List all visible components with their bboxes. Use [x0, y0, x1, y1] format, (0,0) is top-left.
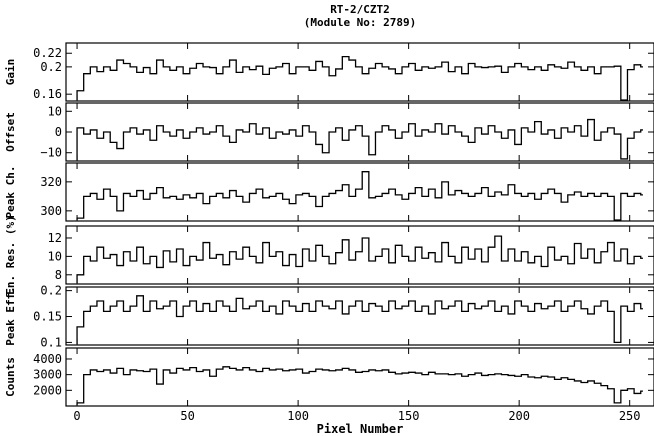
panel-4-frame — [65, 225, 654, 285]
panel-1-ytick-label: 0.22 — [33, 46, 62, 60]
panel-3-series-line — [76, 171, 643, 221]
panel-6-ylabel: Counts — [4, 357, 17, 397]
panel-1-series-line — [76, 55, 643, 101]
panel-6-frame — [65, 347, 654, 407]
panel-2-frame — [65, 102, 654, 162]
panel-3-ytick-label: 320 — [40, 175, 62, 189]
xtick-label: 100 — [287, 409, 309, 423]
panel-1-ylabel: Gain — [4, 59, 17, 86]
panel-2-ytick-label: −10 — [40, 146, 62, 160]
panel-5-series-line — [76, 295, 643, 344]
panel-1-frame — [65, 42, 654, 102]
panel-5-ylabel: Peak Eff. — [4, 286, 17, 346]
panel-6-ytick-label: 3000 — [33, 368, 62, 382]
x-axis-label: Pixel Number — [317, 422, 404, 436]
panel-1-ytick-label: 0.2 — [40, 60, 62, 74]
panel-6-ytick-label: 4000 — [33, 352, 62, 366]
panel-2-ytick-label: 0 — [55, 125, 62, 139]
panel-3-ylabel: Peak Ch. — [4, 166, 17, 219]
panel-6-ytick-label: 2000 — [33, 383, 62, 397]
xtick-label: 0 — [73, 409, 80, 423]
panel-2-series-line — [76, 118, 643, 160]
panel-5-ytick-label: 0.15 — [33, 310, 62, 324]
panel-5-ytick-label: 0.1 — [40, 335, 62, 349]
chart-title-line-1: RT-2/CZT2 — [330, 3, 390, 16]
xtick-label: 250 — [619, 409, 641, 423]
panel-4-ylabel: En. Res. (%) — [4, 215, 17, 294]
panel-5-frame — [65, 286, 654, 346]
panel-4: 8 10 12 En. Res. (%) — [4, 215, 654, 295]
xtick-label: 200 — [508, 409, 530, 423]
panel-4-ytick-label: 12 — [48, 231, 62, 245]
panel-4-ytick-label: 10 — [48, 249, 62, 263]
panel-1: 0.16 0.20.22 Gain — [4, 42, 654, 102]
panel-3: 300 320 Peak Ch. — [4, 162, 654, 222]
panel-3-frame — [65, 162, 654, 222]
xtick-label: 150 — [398, 409, 420, 423]
panel-5-ytick-label: 0.2 — [40, 284, 62, 298]
panel-3-ytick-label: 300 — [40, 204, 62, 218]
panel-5: 0.1 0.15 0.2 Peak Eff. — [4, 284, 654, 349]
panel-4-series-line — [76, 235, 643, 283]
panel-2-ylabel: Offset — [4, 112, 17, 152]
panel-1-ytick-label: 0.16 — [33, 87, 62, 101]
xtick-label: 50 — [180, 409, 194, 423]
panel-2-ytick-label: 10 — [48, 104, 62, 118]
panel-4-ytick-label: 8 — [55, 268, 62, 282]
panel-2: −10 0 10 Offset — [4, 102, 654, 162]
panel-6-series-line — [76, 366, 643, 405]
chart-title-line-2: (Module No: 2789) — [304, 16, 417, 29]
